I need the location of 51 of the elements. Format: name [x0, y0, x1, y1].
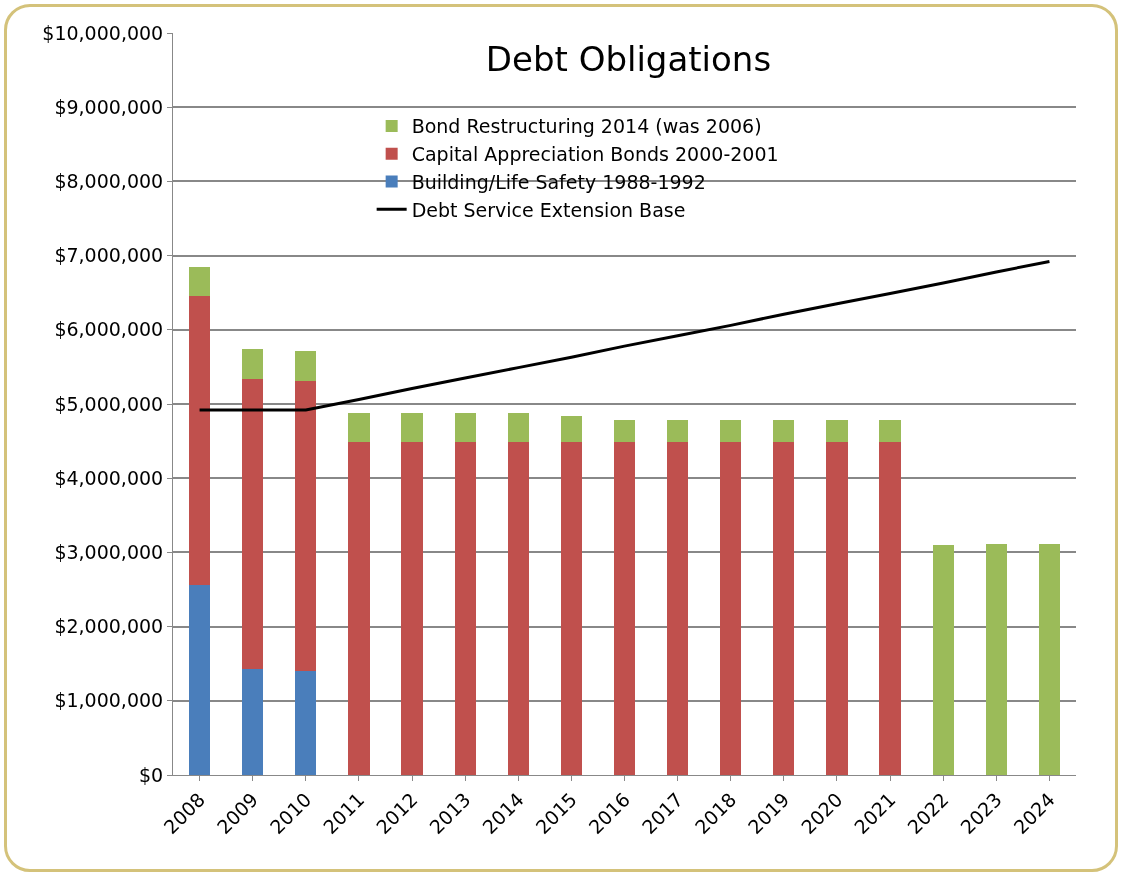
y-tick-label: $10,000,000: [42, 21, 164, 44]
legend-label: Capital Appreciation Bonds 2000-2001: [411, 143, 779, 166]
bar: [348, 412, 370, 442]
bar: [507, 412, 529, 442]
bar: [773, 441, 795, 775]
bar: [401, 412, 423, 442]
bar: [401, 441, 423, 775]
legend-label: Bond Restructuring 2014 (was 2006): [411, 115, 762, 138]
bar: [985, 543, 1007, 775]
bar: [932, 544, 954, 775]
y-tick-label: $9,000,000: [54, 95, 164, 118]
bar: [826, 441, 848, 775]
chart-title: Debt Obligations: [485, 38, 772, 79]
legend-label: Building/Life Safety 1988-1992: [411, 170, 706, 193]
bar: [188, 266, 211, 296]
y-tick-label: $7,000,000: [54, 244, 164, 267]
bar: [295, 381, 317, 672]
bar: [666, 441, 689, 775]
bar: [188, 585, 211, 775]
bar: [188, 295, 211, 586]
bar: [560, 415, 583, 442]
bar: [1038, 543, 1061, 775]
bar: [242, 668, 264, 775]
bar: [613, 441, 636, 775]
y-tick-label: $3,000,000: [54, 541, 164, 564]
y-tick-label: $2,000,000: [54, 615, 164, 638]
bar: [720, 441, 742, 775]
bar: [348, 441, 370, 775]
y-tick-label: $0: [139, 763, 164, 786]
bar: [507, 441, 529, 775]
bar: [720, 419, 742, 442]
bar: [295, 351, 317, 381]
y-tick-label: $5,000,000: [54, 392, 164, 415]
bar: [773, 419, 795, 442]
line-series: [198, 260, 1051, 412]
bar: [242, 378, 264, 669]
y-tick-label: $8,000,000: [54, 170, 164, 193]
bar: [826, 419, 848, 442]
y-tick-label: $6,000,000: [54, 318, 164, 341]
bar: [242, 349, 264, 379]
bar: [879, 419, 901, 442]
y-tick-label: $1,000,000: [54, 689, 164, 712]
bar: [295, 671, 317, 775]
bar: [879, 441, 901, 775]
bar: [613, 419, 636, 442]
legend-label: Debt Service Extension Base: [411, 198, 686, 221]
bar: [560, 441, 583, 775]
bar: [454, 441, 476, 775]
bar: [666, 419, 689, 442]
y-tick-label: $4,000,000: [54, 466, 164, 489]
bar: [454, 412, 476, 442]
